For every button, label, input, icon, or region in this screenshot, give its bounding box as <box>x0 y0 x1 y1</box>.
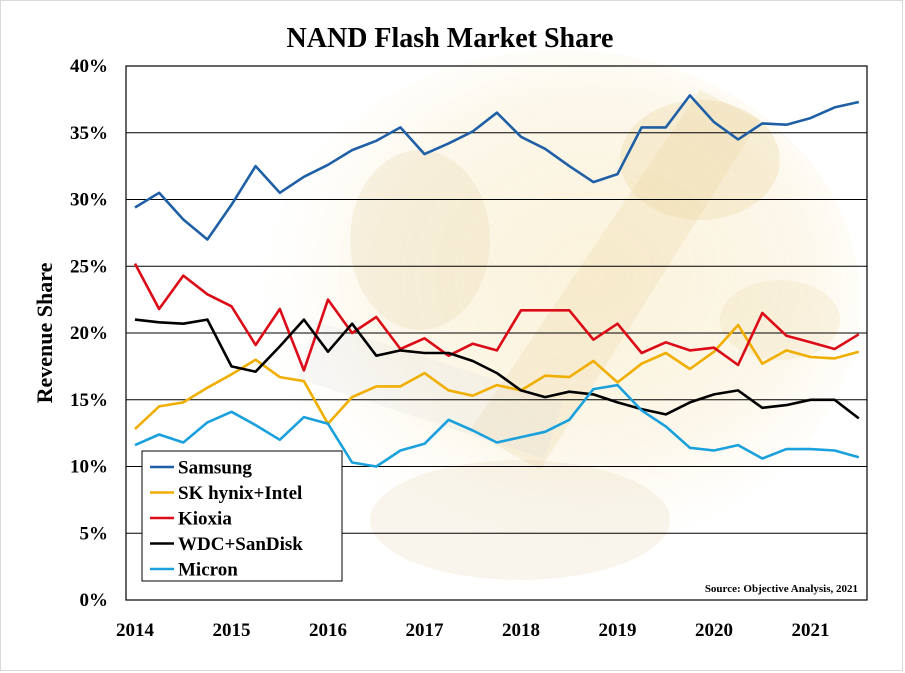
microscope-watermark <box>260 50 860 580</box>
plot-border <box>125 65 868 601</box>
series-line-wdc-sandisk <box>134 318 860 420</box>
legend-label-samsung: Samsung <box>178 458 252 479</box>
legend-label-wdc-sandisk: WDC+SanDisk <box>178 534 303 555</box>
chart-title: NAND Flash Market Share <box>287 23 614 54</box>
x-tick-label: 2019 <box>599 620 637 641</box>
y-tick-label: 0% <box>80 590 109 611</box>
y-tick-label: 30% <box>70 190 108 211</box>
legend-label-micron: Micron <box>178 560 238 581</box>
x-tick-label: 2021 <box>792 620 830 641</box>
legend-box <box>141 450 343 582</box>
y-tick-label: 10% <box>70 457 108 478</box>
series-line-samsung <box>134 94 860 241</box>
source-note: Source: Objective Analysis, 2021 <box>705 583 858 595</box>
x-tick-label: 2018 <box>502 620 540 641</box>
x-tick-label: 2016 <box>309 620 347 641</box>
y-tick-label: 25% <box>70 256 108 277</box>
legend-label-sk-hynix-intel: SK hynix+Intel <box>178 483 302 504</box>
y-tick-label: 35% <box>70 123 108 144</box>
series-lines <box>133 94 860 468</box>
x-tick-label: 2014 <box>116 620 155 641</box>
x-tick-labels: 2014 2015 2016 2017 2018 2019 2020 2021 <box>116 620 830 641</box>
legend: Samsung SK hynix+Intel Kioxia WDC+SanDisk Mi… <box>141 450 343 582</box>
series-line-kioxia <box>133 262 860 372</box>
series-line-micron <box>134 383 860 468</box>
y-tick-label: 20% <box>70 323 108 344</box>
x-tick-label: 2017 <box>406 620 445 641</box>
series-line-sk-hynix-intel <box>134 323 860 431</box>
y-axis-label: Revenue Share <box>32 262 57 403</box>
y-tick-label: 40% <box>70 56 108 77</box>
legend-label-kioxia: Kioxia <box>178 509 232 530</box>
x-tick-label: 2015 <box>213 620 251 641</box>
y-tick-label: 15% <box>70 390 108 411</box>
y-tick-label: 5% <box>80 523 109 544</box>
y-tick-labels: 0% 5% 10% 15% 20% 25% 30% 35% 40% <box>70 56 108 611</box>
x-tick-label: 2020 <box>695 620 733 641</box>
